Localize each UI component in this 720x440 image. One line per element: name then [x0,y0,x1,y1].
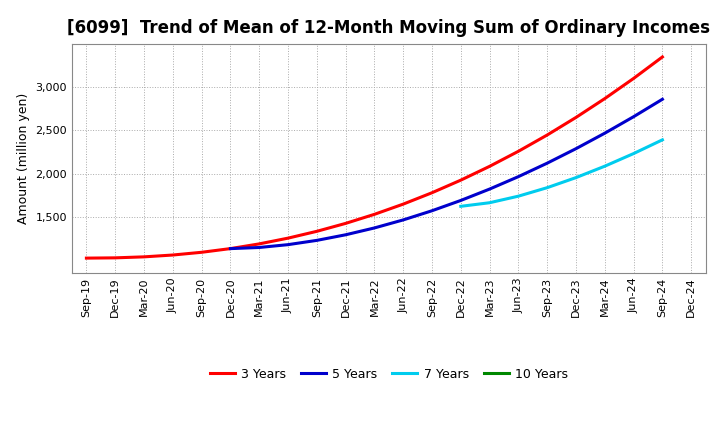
Title: [6099]  Trend of Mean of 12-Month Moving Sum of Ordinary Incomes: [6099] Trend of Mean of 12-Month Moving … [67,19,711,37]
Y-axis label: Amount (million yen): Amount (million yen) [17,93,30,224]
Legend: 3 Years, 5 Years, 7 Years, 10 Years: 3 Years, 5 Years, 7 Years, 10 Years [204,363,573,385]
